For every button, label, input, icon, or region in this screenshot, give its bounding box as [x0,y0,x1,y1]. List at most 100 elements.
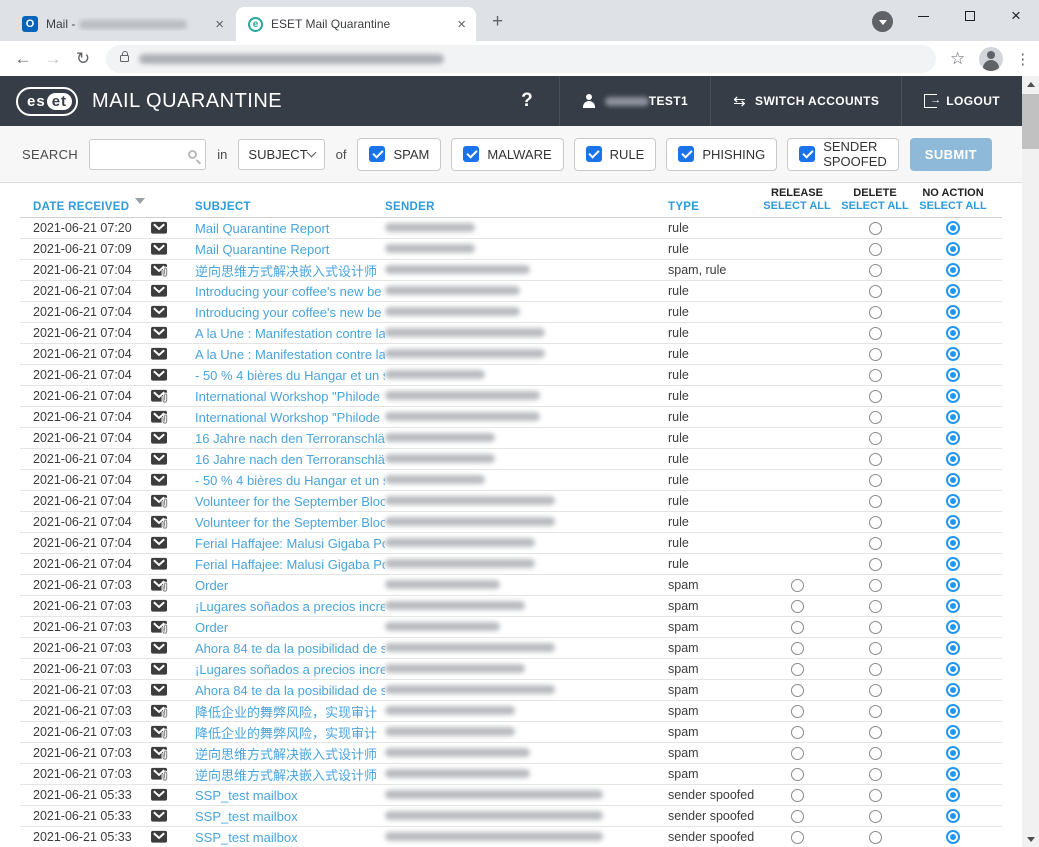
no-action-radio[interactable] [946,746,960,760]
no-action-radio[interactable] [946,830,960,844]
delete-select-all-link[interactable]: SELECT ALL [841,200,909,212]
help-button[interactable]: ? [521,90,533,111]
no-action-select-all-link[interactable]: SELECT ALL [919,200,987,212]
profile-avatar[interactable] [979,46,1004,71]
delete-radio[interactable] [868,473,882,487]
tab-search-icon[interactable] [872,11,893,32]
no-action-radio[interactable] [946,368,960,382]
no-action-radio[interactable] [946,578,960,592]
no-action-radio[interactable] [946,284,960,298]
delete-radio[interactable] [868,515,882,529]
no-action-radio[interactable] [946,473,960,487]
subject-link[interactable]: A la Une : Manifestation contre la [195,325,385,341]
no-action-radio[interactable] [946,788,960,802]
delete-radio[interactable] [868,536,882,550]
subject-link[interactable]: SSP_test mailbox [195,808,298,824]
no-action-radio[interactable] [946,494,960,508]
subject-link[interactable]: 逆向思维方式解决嵌入式设计师 [195,263,378,279]
delete-radio[interactable] [868,704,882,718]
delete-radio[interactable] [868,263,882,277]
subject-link[interactable]: Ahora 84 te da la posibilidad de s [195,682,385,698]
column-date-received[interactable]: DATE RECEIVED [33,198,150,213]
release-radio[interactable] [790,578,804,592]
subject-link[interactable]: Mail Quarantine Report [195,220,330,236]
no-action-radio[interactable] [946,221,960,235]
delete-radio[interactable] [868,431,882,445]
delete-radio[interactable] [868,557,882,571]
switch-accounts-button[interactable]: ⇆ SWITCH ACCOUNTS [710,76,901,126]
subject-link[interactable]: SSP_test mailbox [195,787,298,803]
filter-checkbox[interactable]: SPAM [357,137,442,171]
address-bar[interactable] [106,44,936,73]
delete-radio[interactable] [868,305,882,319]
subject-link[interactable]: 逆向思维方式解决嵌入式设计师 [195,746,378,762]
no-action-radio[interactable] [946,263,960,277]
subject-link[interactable]: 逆向思维方式解决嵌入式设计师 [195,767,378,783]
column-subject[interactable]: SUBJECT [195,201,251,213]
release-radio[interactable] [790,599,804,613]
subject-link[interactable]: Introducing your coffee's new be [195,283,382,299]
delete-radio[interactable] [868,389,882,403]
subject-link[interactable]: Order [195,577,229,593]
subject-link[interactable]: International Workshop "Philode [195,409,381,425]
forward-icon[interactable]: → [44,48,62,68]
delete-radio[interactable] [868,242,882,256]
no-action-radio[interactable] [946,536,960,550]
search-input[interactable] [88,138,207,170]
delete-radio[interactable] [868,599,882,613]
delete-radio[interactable] [868,746,882,760]
no-action-radio[interactable] [946,410,960,424]
release-radio[interactable] [790,620,804,634]
no-action-radio[interactable] [946,767,960,781]
release-radio[interactable] [790,809,804,823]
bookmark-star-icon[interactable]: ☆ [950,48,966,68]
no-action-radio[interactable] [946,389,960,403]
delete-radio[interactable] [868,221,882,235]
no-action-radio[interactable] [946,515,960,529]
subject-link[interactable]: 降低企业的舞弊风险，实现审计 [195,704,378,720]
delete-radio[interactable] [868,767,882,781]
window-minimize-button[interactable] [900,0,946,32]
no-action-radio[interactable] [946,620,960,634]
subject-link[interactable]: 16 Jahre nach den Terroranschläg [195,451,385,467]
no-action-radio[interactable] [946,683,960,697]
subject-link[interactable]: Ferial Haffajee: Malusi Gigaba Poi [195,556,385,572]
tab-close-icon[interactable]: × [215,15,224,33]
delete-radio[interactable] [868,683,882,697]
page-scrollbar[interactable] [1022,76,1039,847]
no-action-radio[interactable] [946,242,960,256]
subject-link[interactable]: Mail Quarantine Report [195,241,330,257]
subject-link[interactable]: Order [195,619,229,635]
subject-link[interactable]: A la Une : Manifestation contre la [195,346,385,362]
subject-link[interactable]: Volunteer for the September Bloo [195,514,385,530]
no-action-radio[interactable] [946,725,960,739]
release-radio[interactable] [790,641,804,655]
release-radio[interactable] [790,725,804,739]
tab-close-icon[interactable]: × [457,15,466,33]
back-icon[interactable]: ← [14,48,32,68]
delete-radio[interactable] [868,620,882,634]
tab-mail[interactable]: O Mail - × [10,7,234,41]
delete-radio[interactable] [868,326,882,340]
subject-link[interactable]: - 50 % 4 bières du Hangar et un s [195,472,385,488]
padlock-icon[interactable] [120,51,129,62]
delete-radio[interactable] [868,284,882,298]
delete-radio[interactable] [868,494,882,508]
subject-link[interactable]: SSP_test mailbox [195,829,298,845]
delete-radio[interactable] [868,725,882,739]
subject-link[interactable]: - 50 % 4 bières du Hangar et un s [195,367,385,383]
window-close-button[interactable]: × [1011,6,1021,25]
no-action-radio[interactable] [946,452,960,466]
release-radio[interactable] [790,662,804,676]
submit-button[interactable]: SUBMIT [909,137,992,171]
reload-icon[interactable]: ↻ [75,48,91,68]
logout-button[interactable]: LOGOUT [901,76,1022,126]
delete-radio[interactable] [868,578,882,592]
release-radio[interactable] [790,767,804,781]
delete-radio[interactable] [868,662,882,676]
no-action-radio[interactable] [946,305,960,319]
subject-link[interactable]: International Workshop "Philode [195,388,381,404]
release-radio[interactable] [790,746,804,760]
subject-link[interactable]: Volunteer for the September Bloo [195,493,385,509]
no-action-radio[interactable] [946,599,960,613]
